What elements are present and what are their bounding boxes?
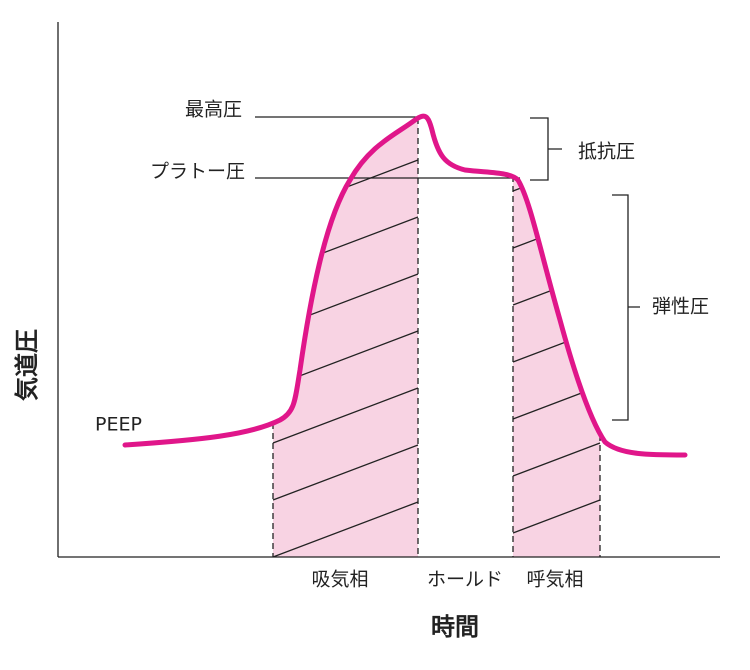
y-axis-label: 気道圧 [13,329,41,401]
phase-label: ホールド [427,569,503,591]
shaded-regions [272,116,601,557]
phase-label: 呼気相 [526,569,583,591]
elastic-label: 弾性圧 [652,296,709,318]
expiration-area [513,116,600,557]
peak-label: 最高圧 [185,99,242,121]
elastic-bracket [612,194,640,421]
resistive-label: 抵抗圧 [578,141,635,163]
resistive-bracket [530,117,562,181]
phase-label: 吸気相 [311,569,368,591]
x-axis-label: 時間 [431,613,479,641]
pressure-curve [122,113,688,458]
peep-label: PEEP [95,414,142,436]
plateau-label: プラトー圧 [150,161,245,183]
